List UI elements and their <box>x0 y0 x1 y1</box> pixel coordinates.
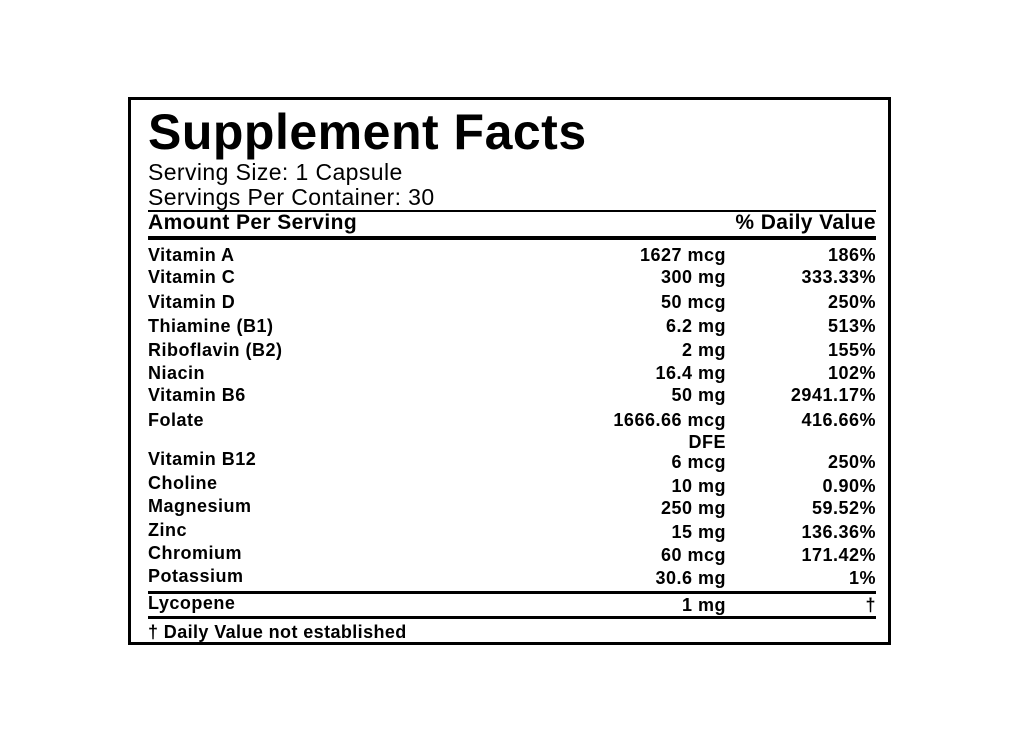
nutrient-name: Thiamine (B1) <box>148 316 274 336</box>
nutrient-amount: 6 mcg <box>671 452 726 472</box>
amount-per-serving-heading: Amount Per Serving <box>148 211 358 234</box>
nutrient-amount: 300 mg <box>660 267 726 287</box>
nutrient-daily-value: 513% <box>827 316 876 336</box>
nutrient-daily-value: 2941.17% <box>790 385 876 405</box>
nutrient-amount: 50 mcg <box>660 292 726 312</box>
nutrient-name: Magnesium <box>148 496 252 516</box>
nutrient-amount: 50 mg <box>671 385 726 405</box>
nutrient-daily-value: 171.42% <box>801 545 876 565</box>
nutrient-name: Vitamin C <box>148 267 236 287</box>
nutrient-name: Zinc <box>148 520 188 540</box>
nutrient-daily-value: 416.66% <box>801 410 876 430</box>
serving-size: Serving Size: 1 Capsule <box>148 159 403 185</box>
nutrient-amount-unit: DFE <box>688 432 726 452</box>
nutrient-name: Choline <box>148 473 218 493</box>
nutrient-daily-value: 102% <box>827 363 876 383</box>
divider-thick <box>148 236 876 240</box>
footnote: † Daily Value not established <box>148 622 407 642</box>
nutrient-name: Niacin <box>148 363 206 383</box>
nutrient-name: Potassium <box>148 566 244 586</box>
nutrient-name: Vitamin B6 <box>148 385 246 405</box>
ingredient-daily-value: † <box>865 595 876 615</box>
nutrient-amount: 30.6 mg <box>655 568 726 588</box>
nutrient-daily-value: 186% <box>827 245 876 265</box>
panel-title: Supplement Facts <box>148 104 587 160</box>
nutrient-amount: 6.2 mg <box>665 316 726 336</box>
column-header: Amount Per Serving % Daily Value <box>148 210 876 236</box>
servings-per-container: Servings Per Container: 30 <box>148 184 435 210</box>
nutrient-daily-value: 1% <box>848 568 876 588</box>
nutrient-amount: 1666.66 mcg <box>613 410 726 430</box>
ingredient-amount: 1 mg <box>681 595 726 615</box>
daily-value-heading: % Daily Value <box>735 211 876 234</box>
divider-thin <box>148 210 876 212</box>
nutrient-name: Vitamin A <box>148 245 235 265</box>
nutrient-amount: 15 mg <box>671 522 726 542</box>
nutrient-amount: 10 mg <box>671 476 726 496</box>
nutrient-daily-value: 333.33% <box>801 267 876 287</box>
nutrient-name: Vitamin B12 <box>148 449 257 469</box>
nutrient-name: Vitamin D <box>148 292 236 312</box>
nutrient-daily-value: 0.90% <box>822 476 876 496</box>
nutrient-amount: 2 mg <box>681 340 726 360</box>
nutrient-amount: 250 mg <box>660 498 726 518</box>
nutrient-daily-value: 136.36% <box>801 522 876 542</box>
nutrient-name: Riboflavin (B2) <box>148 340 283 360</box>
nutrient-amount: 1627 mcg <box>639 245 726 265</box>
divider-medium <box>148 616 876 619</box>
divider-medium <box>148 591 876 594</box>
nutrient-daily-value: 250% <box>827 292 876 312</box>
nutrient-amount: 60 mcg <box>660 545 726 565</box>
ingredient-name: Lycopene <box>148 593 236 613</box>
nutrient-name: Folate <box>148 410 205 430</box>
nutrient-daily-value: 250% <box>827 452 876 472</box>
nutrient-daily-value: 155% <box>827 340 876 360</box>
nutrient-name: Chromium <box>148 543 242 563</box>
nutrient-amount: 16.4 mg <box>655 363 726 383</box>
nutrient-daily-value: 59.52% <box>811 498 876 518</box>
supplement-facts-panel: Supplement Facts Serving Size: 1 Capsule… <box>128 97 891 645</box>
